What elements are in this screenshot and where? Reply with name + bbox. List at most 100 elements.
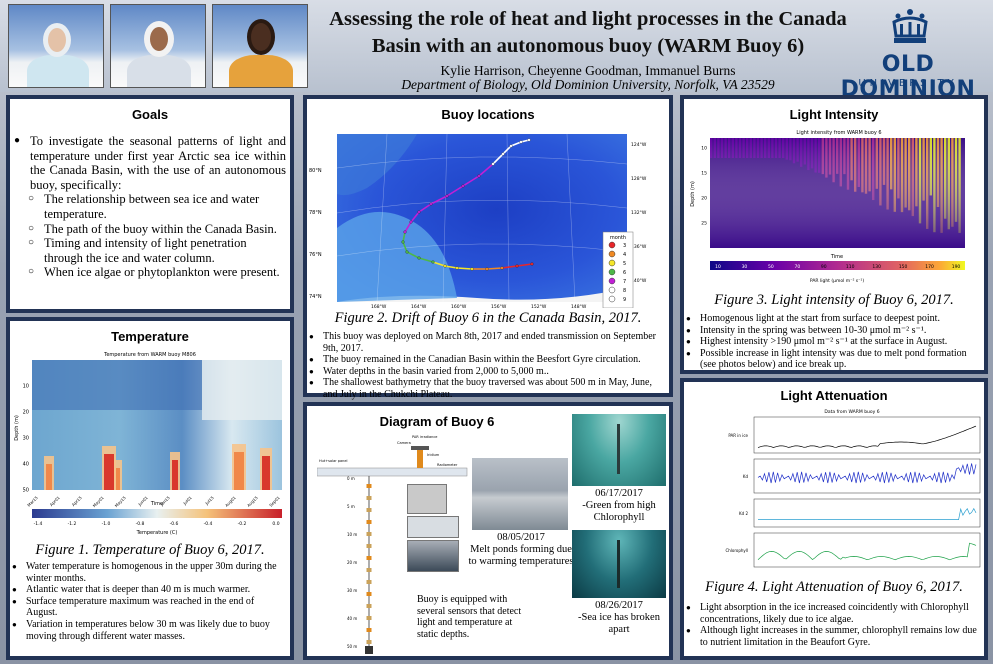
track-segment xyxy=(492,153,504,165)
track-point xyxy=(417,210,421,214)
temperature-colorbar-tick: -0.8 xyxy=(136,521,145,527)
temperature-warm-core xyxy=(104,454,114,490)
temperature-colorbar-tick: -0.6 xyxy=(170,521,179,527)
map-lat-label: 78°N xyxy=(309,210,322,216)
university-logo: OLD DOMINION UNIVERSITY xyxy=(828,8,988,102)
temperature-colorbar-label: Temperature (C) xyxy=(136,530,178,536)
map-lon-label: 124°W xyxy=(631,142,647,148)
light-attenuation-panel: Light Attenuation Data from WARM buoy 6 … xyxy=(680,378,988,660)
temperature-warm-core xyxy=(262,456,270,490)
light-y-tick: 10 xyxy=(701,146,707,152)
temperature-title: Temperature xyxy=(111,329,189,344)
temperature-chart: Temperature from WARM buoy M806 10 20 30 40… xyxy=(14,352,282,536)
attenuation-subplot xyxy=(753,532,981,568)
light-y-tick: 20 xyxy=(701,196,707,202)
diagram-sensor xyxy=(366,520,372,524)
legend-label: 4 xyxy=(623,252,626,258)
map-lon-label: 140°W xyxy=(631,278,647,284)
temperature-colorbar-tick: -0.2 xyxy=(238,521,247,527)
temperature-colorbar-ticks: -1.4 -1.2 -1.0 -0.8 -0.6 -0.4 -0.2 0.0 xyxy=(34,521,280,527)
diagram-sensor xyxy=(366,568,372,572)
diagram-sensor xyxy=(366,580,372,584)
legend-label: 7 xyxy=(623,279,626,285)
track-segment xyxy=(486,267,503,270)
melt-pond-caption: 08/05/2017 Melt ponds forming due to war… xyxy=(468,532,574,567)
diagram-sensor xyxy=(366,508,372,512)
temperature-colorbar-tick: -0.4 xyxy=(204,521,213,527)
track-segment xyxy=(456,267,473,270)
map-lat-label: 76°N xyxy=(309,252,322,258)
goal-item: Timing and intensity of light penetratio… xyxy=(10,236,286,265)
melt-pond-photo xyxy=(472,458,568,530)
legend-title: month xyxy=(610,235,626,241)
track-segment xyxy=(430,195,448,205)
track-point xyxy=(409,220,413,224)
sensor-photo-1 xyxy=(407,484,447,514)
bullet: Homogenous light at the start from surfa… xyxy=(684,313,978,325)
map-lon-label: 132°W xyxy=(631,210,647,216)
light-colorbar xyxy=(710,261,965,270)
authors: Kylie Harrison, Cheyenne Goodman, Immanu… xyxy=(440,63,736,78)
light-intensity-chart: Light intensity from WARM buoy 6 10 15 20 2… xyxy=(690,130,965,284)
light-y-tick: 15 xyxy=(701,171,707,177)
track-point xyxy=(519,140,523,144)
temperature-y-tick: 30 xyxy=(23,436,29,442)
light-intensity-caption: Figure 3. Light intensity of Buoy 6, 201… xyxy=(714,292,954,308)
legend-marker xyxy=(608,286,616,294)
diagram-sensor xyxy=(366,592,372,596)
light-intensity-bullets: Homogenous light at the start from surfa… xyxy=(684,313,984,371)
legend-marker xyxy=(608,241,616,249)
attenuation-chart-title: Data from WARM buoy 6 xyxy=(824,409,879,415)
bullet: The buoy remained in the Canadian Basin … xyxy=(307,354,661,366)
diagram-sensors xyxy=(365,484,373,654)
track-segment xyxy=(418,257,434,263)
temperature-x-tick: Apr15 xyxy=(71,495,83,507)
temperature-x-tick: Sep01 xyxy=(268,495,281,508)
light-xlabel: Time xyxy=(830,254,843,260)
bullet: Highest intensity >190 μmol m⁻² s⁻¹ at t… xyxy=(684,336,978,348)
temperature-y-tick: 50 xyxy=(23,488,29,494)
diagram-sensor xyxy=(366,532,372,536)
attenuation-series-line xyxy=(757,425,977,448)
map-lon-label: 164°W xyxy=(411,304,427,308)
light-attenuation-title: Light Attenuation xyxy=(780,388,888,403)
track-segment xyxy=(510,141,522,147)
map-lat-label: 74°N xyxy=(309,294,322,300)
buoy-locations-bullets: This buoy was deployed on March 8th, 201… xyxy=(307,331,669,401)
sensor-photo-2 xyxy=(407,516,459,538)
temperature-x-tick: Jul15 xyxy=(203,495,215,507)
temperature-x-tick: Aug01 xyxy=(224,495,237,508)
diagram-depth-label: 10 m xyxy=(347,532,357,537)
temperature-ylabel: Depth (m) xyxy=(14,415,20,441)
track-point xyxy=(455,266,459,270)
track-point xyxy=(429,202,433,206)
track-segment xyxy=(446,185,464,197)
track-point xyxy=(470,267,474,271)
bullet: Variation in temperatures below 30 m was… xyxy=(10,619,284,642)
bullet: Although light increases in the summer, … xyxy=(684,625,978,648)
attenuation-subplot xyxy=(753,458,981,494)
map-lon-label: 152°W xyxy=(531,304,547,308)
legend-marker xyxy=(608,259,616,267)
attenuation-subplot xyxy=(753,498,981,528)
goals-list: To investigate the seasonal patterns of … xyxy=(10,134,290,280)
track-point xyxy=(491,162,495,166)
track-point xyxy=(445,194,449,198)
track-point xyxy=(401,240,405,244)
temperature-colorbar xyxy=(32,509,282,518)
buoy-schematic: PAR irradiance Camera Hut+solar panel Ir… xyxy=(317,435,468,654)
light-intensity-panel: Light Intensity Light intensity from WAR… xyxy=(680,95,988,374)
legend-marker xyxy=(608,295,616,303)
light-colorbar-tick: 190 xyxy=(952,264,961,270)
author-photo-2 xyxy=(110,4,206,88)
temperature-x-tick: Apr01 xyxy=(49,495,61,507)
author-photo-3 xyxy=(212,4,308,88)
temperature-surface-layer xyxy=(32,360,282,420)
under-ice-photo-broken xyxy=(572,530,666,598)
bullet: Water depths in the basin varied from 2,… xyxy=(307,366,661,378)
diagram-depth-label: 20 m xyxy=(347,560,357,565)
temperature-warm-core xyxy=(116,468,120,490)
track-point xyxy=(509,144,513,148)
bullet: Water temperature is homogenous in the u… xyxy=(10,561,284,584)
diagram-top-label: Camera xyxy=(397,441,411,445)
